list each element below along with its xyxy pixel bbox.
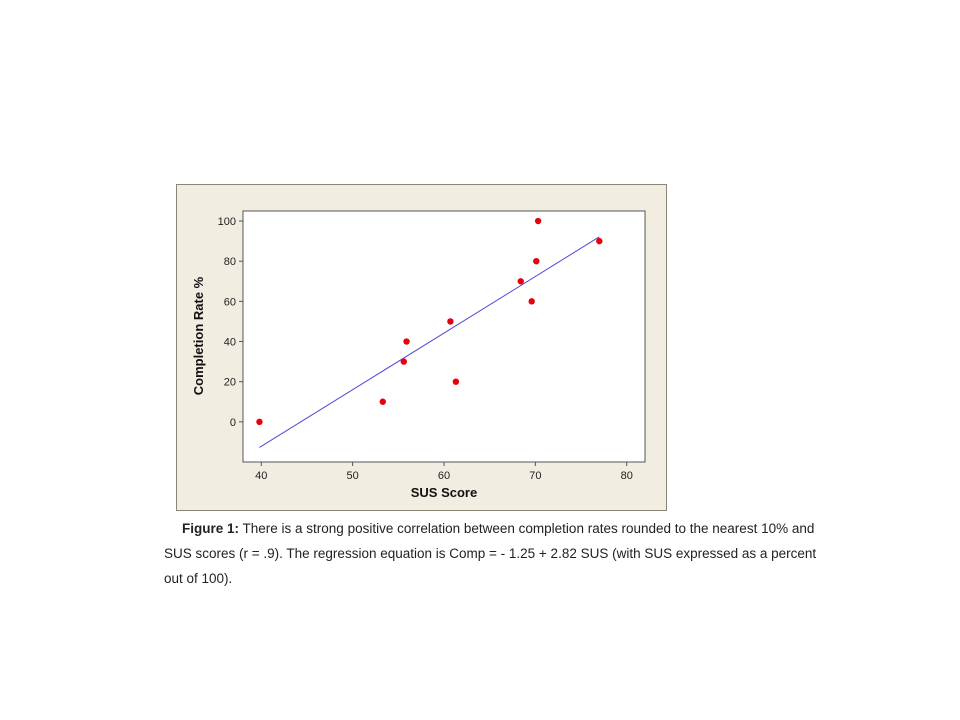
y-tick-label: 80 bbox=[224, 256, 236, 268]
regression-layer bbox=[259, 236, 600, 448]
caption-line-3: out of 100). bbox=[164, 571, 233, 586]
x-tick-label: 60 bbox=[438, 470, 450, 482]
data-point bbox=[528, 298, 535, 305]
figure-frame: 40 50 60 70 80 0 20 40 60 80 100 SUS Score Comple… bbox=[176, 184, 667, 511]
data-point bbox=[379, 398, 386, 405]
data-point bbox=[517, 278, 524, 285]
x-axis-label: SUS Score bbox=[411, 485, 477, 500]
points-layer bbox=[256, 217, 603, 426]
data-point bbox=[534, 217, 542, 225]
data-point bbox=[400, 358, 407, 365]
caption-line-1: Figure 1: There is a strong positive cor… bbox=[164, 516, 884, 541]
data-point bbox=[533, 258, 540, 265]
y-tick-label: 0 bbox=[230, 417, 236, 429]
data-point bbox=[596, 237, 603, 245]
y-axis-label: Completion Rate % bbox=[191, 276, 206, 395]
y-axis-ticks: 0 20 40 60 80 100 bbox=[218, 216, 243, 429]
x-axis-ticks: 40 50 60 70 80 bbox=[255, 462, 633, 482]
data-point bbox=[256, 418, 263, 426]
y-tick-label: 40 bbox=[224, 337, 236, 349]
x-tick-label: 40 bbox=[255, 470, 267, 482]
data-point bbox=[452, 378, 460, 385]
caption-line-2: SUS scores (r = .9). The regression equa… bbox=[164, 546, 817, 561]
x-tick-label: 70 bbox=[529, 470, 541, 482]
y-tick-label: 20 bbox=[224, 377, 236, 389]
y-tick-label: 60 bbox=[224, 296, 236, 308]
caption-lead: Figure 1: bbox=[182, 521, 240, 536]
regression-line bbox=[259, 236, 600, 448]
figure-caption: Figure 1: There is a strong positive cor… bbox=[164, 516, 884, 591]
scatter-chart: 40 50 60 70 80 0 20 40 60 80 100 SUS Score Comple… bbox=[191, 210, 646, 500]
plot-area bbox=[242, 210, 646, 463]
data-point bbox=[403, 338, 410, 345]
x-tick-label: 50 bbox=[347, 470, 359, 482]
data-point bbox=[447, 318, 454, 325]
caption-text-1: There is a strong positive correlation b… bbox=[239, 521, 815, 536]
x-tick-label: 80 bbox=[621, 470, 633, 482]
y-tick-label: 100 bbox=[218, 216, 236, 228]
